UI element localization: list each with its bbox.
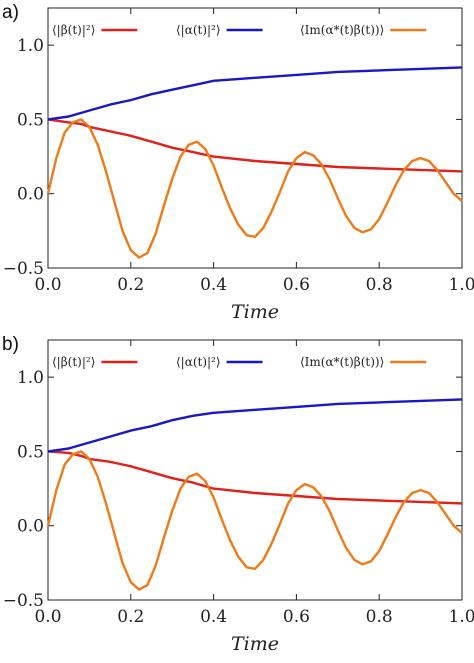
series-line-0 [47, 450, 463, 505]
x-tick-label: 0.0 [34, 607, 61, 627]
y-tick-label: −0.5 [3, 591, 44, 611]
x-tick-label: 0.6 [283, 275, 310, 295]
y-tick-label: 0.0 [17, 185, 44, 205]
plot-frame [47, 7, 463, 269]
panel-label: a) [2, 2, 19, 23]
x-tick-label: 0.4 [200, 607, 227, 627]
chart-panel-a: a) 0.0 0.2 0.4 0.6 0.8 1.0 −0.5 0.0 0.5 1.0 Time ⟨|… [0, 0, 474, 330]
series-line-1 [47, 398, 463, 453]
x-tick-label: 0.8 [366, 607, 393, 627]
x-tick-label: 0.2 [117, 607, 144, 627]
legend-label: ⟨|α(t)|²⟩ [176, 23, 221, 37]
legend-label: ⟨Im(α*(t)β(t))⟩ [300, 23, 384, 37]
y-tick-label: 1.0 [17, 368, 44, 388]
x-tick-label: 1.0 [448, 607, 474, 627]
x-tick-label: 0.0 [34, 275, 61, 295]
y-tick-label: 0.5 [17, 442, 44, 462]
legend-label: ⟨|β(t)|²⟩ [52, 23, 95, 37]
chart-panel-b: b) 0.0 0.2 0.4 0.6 0.8 1.0 −0.5 0.0 0.5 1.0 Time ⟨|… [0, 332, 474, 662]
chart-canvas-a: 0.0 0.2 0.4 0.6 0.8 1.0−0.50.00.51.0Time⟨|β(t… [3, 7, 474, 323]
legend-label: ⟨|β(t)|²⟩ [52, 355, 95, 369]
x-axis-title: Time [231, 301, 279, 323]
y-tick-label: 0.0 [17, 517, 44, 537]
series-line-2 [46, 450, 463, 591]
x-axis-title: Time [231, 633, 279, 655]
legend-label: ⟨Im(α*(t)β(t))⟩ [300, 355, 384, 369]
panel-label: b) [2, 334, 19, 355]
y-tick-label: 0.5 [17, 110, 44, 130]
series-line-1 [47, 66, 463, 121]
y-tick-label: −0.5 [3, 259, 44, 279]
chart-canvas-b: 0.0 0.2 0.4 0.6 0.8 1.0−0.50.00.51.0Time⟨|β(t… [3, 339, 474, 655]
x-tick-label: 0.4 [200, 275, 227, 295]
x-tick-label: 1.0 [448, 275, 474, 295]
x-tick-label: 0.8 [366, 275, 393, 295]
y-tick-label: 1.0 [17, 36, 44, 56]
x-tick-label: 0.2 [117, 275, 144, 295]
legend-label: ⟨|α(t)|²⟩ [176, 355, 221, 369]
series-line-2 [46, 118, 463, 259]
x-tick-label: 0.6 [283, 607, 310, 627]
plot-frame [47, 339, 463, 601]
series-line-0 [47, 118, 463, 173]
